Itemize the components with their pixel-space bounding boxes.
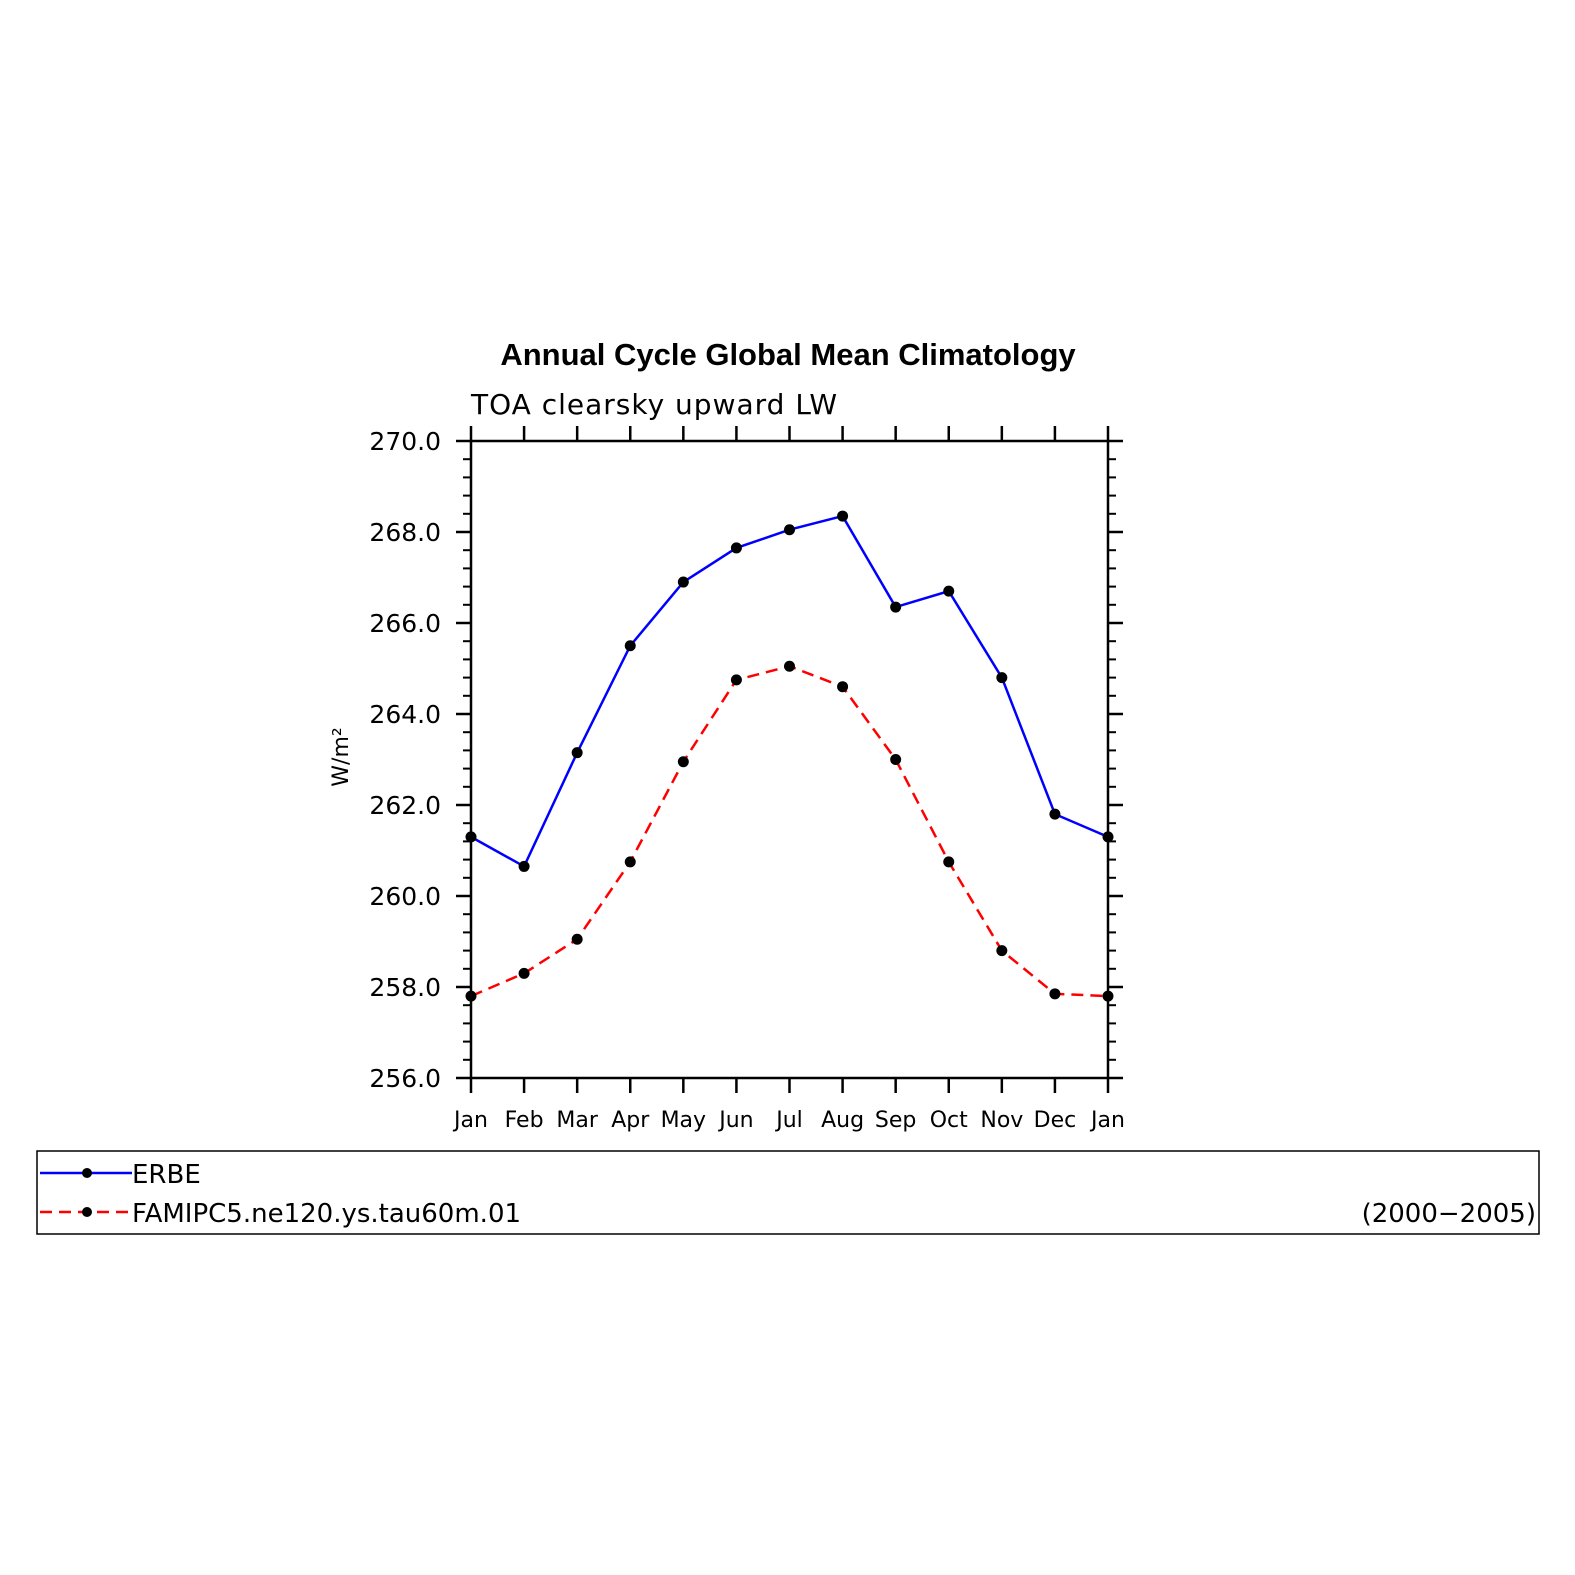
data-point bbox=[996, 945, 1008, 957]
data-point bbox=[677, 756, 689, 768]
data-point bbox=[784, 660, 795, 672]
data-point bbox=[784, 524, 795, 536]
x-tick-label: Dec bbox=[1034, 1108, 1077, 1133]
x-tick-label: Feb bbox=[505, 1108, 544, 1133]
legend-period-note: (2000−2005) bbox=[1362, 1199, 1536, 1229]
data-point bbox=[518, 967, 530, 979]
data-point bbox=[1102, 990, 1114, 1002]
data-point bbox=[465, 990, 477, 1002]
plot-frame bbox=[469, 439, 1110, 1080]
data-point bbox=[943, 585, 955, 597]
legend-marker-erbe bbox=[82, 1168, 92, 1178]
data-point bbox=[677, 576, 689, 588]
x-tick-label: Jul bbox=[774, 1108, 803, 1133]
x-tick-label: Aug bbox=[821, 1108, 864, 1133]
x-tick-label: Mar bbox=[556, 1108, 598, 1133]
legend-box bbox=[36, 1150, 1540, 1235]
data-point bbox=[730, 674, 742, 686]
legend-label-famipc5: FAMIPC5.ne120.ys.tau60m.01 bbox=[132, 1199, 521, 1229]
series-layer bbox=[465, 510, 1114, 1002]
y-tick-label: 268.0 bbox=[369, 518, 441, 547]
data-point bbox=[996, 672, 1008, 684]
data-point bbox=[943, 856, 955, 868]
data-point bbox=[730, 542, 742, 554]
chart-title: Annual Cycle Global Mean Climatology bbox=[500, 337, 1076, 372]
y-tick-label: 262.0 bbox=[369, 791, 441, 820]
data-point bbox=[1049, 988, 1061, 1000]
data-point bbox=[571, 747, 583, 759]
x-tick-label: Sep bbox=[875, 1108, 916, 1133]
data-point bbox=[1102, 831, 1114, 843]
x-tick-label: Oct bbox=[930, 1108, 968, 1133]
x-tick-label: Apr bbox=[611, 1108, 650, 1133]
chart-subtitle: TOA clearsky upward LW bbox=[470, 388, 838, 421]
y-tick-label: 260.0 bbox=[369, 882, 441, 911]
data-point bbox=[890, 601, 902, 613]
y-tick-label: 264.0 bbox=[369, 700, 441, 729]
data-point bbox=[624, 640, 636, 652]
x-tick-label: May bbox=[661, 1108, 706, 1133]
series-line-famipc5 bbox=[470, 664, 1109, 998]
legend-label-erbe: ERBE bbox=[132, 1160, 201, 1190]
data-point bbox=[1049, 808, 1061, 820]
data-point bbox=[465, 831, 477, 843]
y-tick-label: 266.0 bbox=[369, 609, 441, 638]
x-tick-label: Jan bbox=[1089, 1108, 1125, 1133]
plot-axes: Jan Feb Mar Apr May Jun Jul Aug Sep Oct Nov Dec Jan 2… bbox=[369, 426, 1125, 1133]
x-tick-label: Jan bbox=[452, 1108, 488, 1133]
x-tick-label: Jun bbox=[717, 1108, 753, 1133]
y-tick-label: 258.0 bbox=[369, 973, 441, 1002]
data-point bbox=[837, 510, 849, 522]
data-point bbox=[518, 860, 530, 872]
data-point bbox=[624, 856, 636, 868]
data-point bbox=[890, 754, 902, 765]
y-tick-label: 256.0 bbox=[369, 1064, 441, 1093]
x-tick-label: Nov bbox=[980, 1108, 1023, 1133]
data-point bbox=[571, 933, 583, 945]
legend: ERBE FAMIPC5.ne120.ys.tau60m.01 (2000−20… bbox=[36, 1150, 1540, 1235]
legend-marker-famipc5 bbox=[82, 1207, 92, 1217]
y-axis-label: W/m² bbox=[329, 727, 354, 786]
data-point bbox=[837, 681, 849, 693]
series-line-erbe bbox=[470, 514, 1109, 869]
y-tick-label: 270.0 bbox=[369, 427, 441, 456]
